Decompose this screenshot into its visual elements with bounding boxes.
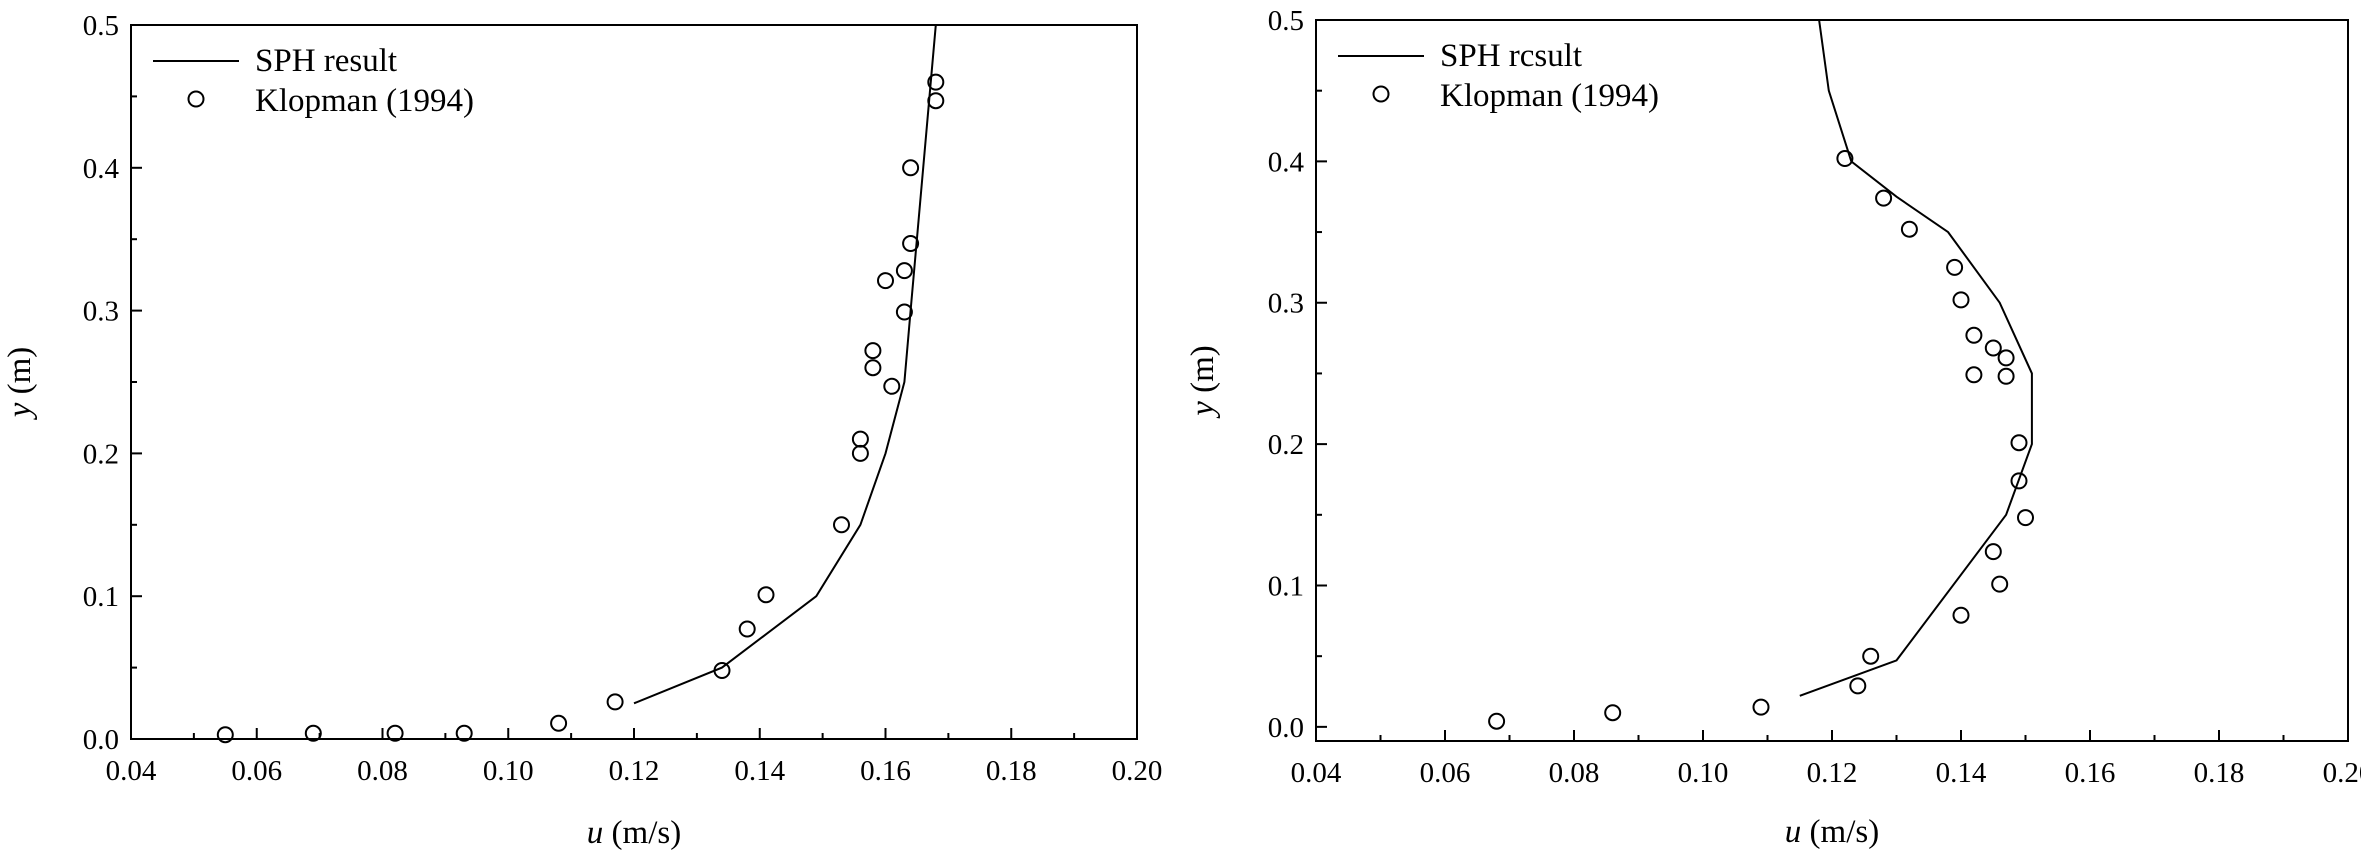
y-tick-label: 0.3 xyxy=(83,296,119,328)
data-point-klopman xyxy=(864,359,882,377)
data-point-klopman xyxy=(1849,677,1867,695)
data-point-klopman xyxy=(1997,367,2015,385)
chart-right: 0.04 0.06 0.08 0.10 0.12 0.14 0.16 0.18 0.20 0.0 0… xyxy=(1185,5,2361,850)
data-point-klopman xyxy=(1984,339,2002,357)
y-tick-label: 0.5 xyxy=(83,10,119,42)
series-line-sph xyxy=(1799,19,2033,697)
x-tick-label: 0.10 xyxy=(483,755,534,787)
x-axis-unit: (m/s) xyxy=(603,815,681,851)
x-tick-label: 0.12 xyxy=(1807,757,1858,789)
data-point-klopman xyxy=(864,342,882,360)
x-tick-label: 0.16 xyxy=(2065,757,2116,789)
data-point-klopman xyxy=(1946,258,1964,276)
data-point-klopman xyxy=(1900,220,1918,238)
x-axis-title: u (m/s) xyxy=(587,815,681,851)
data-point-klopman xyxy=(2010,472,2028,490)
x-tick-label: 0.16 xyxy=(860,755,911,787)
legend-label: Klopman (1994) xyxy=(255,83,474,119)
data-point-klopman xyxy=(1836,150,1854,167)
data-point-klopman xyxy=(1752,698,1770,716)
x-tick-label: 0.12 xyxy=(609,755,660,787)
data-point-klopman xyxy=(833,516,850,534)
data-point-klopman xyxy=(1997,349,2015,367)
data-point-klopman xyxy=(895,303,913,321)
legend-label: Klopman (1994) xyxy=(1440,78,1659,114)
legend-circle-swatch xyxy=(1372,85,1390,103)
x-tick-label: 0.08 xyxy=(1549,757,1600,789)
data-point-klopman xyxy=(757,586,775,604)
x-tick-label: 0.06 xyxy=(231,755,282,787)
legend-label: SPH rcsult xyxy=(1440,38,1582,74)
y-tick-label: 0.0 xyxy=(1268,712,1304,744)
plot-frame xyxy=(130,24,1138,740)
data-point-klopman xyxy=(386,724,404,742)
data-point-klopman xyxy=(304,724,322,742)
x-tick-label: 0.14 xyxy=(1936,757,1987,789)
data-point-klopman xyxy=(455,724,473,742)
data-point-klopman xyxy=(1965,326,1983,344)
y-tick-label: 0.4 xyxy=(1268,146,1305,178)
x-tick-label: 0.18 xyxy=(2194,757,2245,789)
data-point-klopman xyxy=(1604,704,1622,722)
y-tick-label: 0.2 xyxy=(1268,429,1304,461)
x-tick-label: 0.10 xyxy=(1678,757,1729,789)
x-axis-var: u xyxy=(1785,814,1802,850)
x-tick-label: 0.08 xyxy=(357,755,408,787)
data-point-klopman xyxy=(1984,543,2002,561)
x-tick-label: 0.06 xyxy=(1420,757,1471,789)
x-tick-label: 0.18 xyxy=(986,755,1037,787)
chart-left: 0.04 0.06 0.08 0.10 0.12 0.14 0.16 0.18 0.20 0.0 0… xyxy=(2,10,1162,851)
y-tick-label: 0.1 xyxy=(1268,570,1304,602)
data-point-klopman xyxy=(895,262,913,280)
y-axis-unit: (m) xyxy=(2,347,38,403)
data-point-klopman xyxy=(738,620,756,638)
x-tick-label: 0.04 xyxy=(106,755,157,787)
data-point-klopman xyxy=(877,272,894,290)
data-point-klopman xyxy=(550,714,568,732)
data-point-klopman xyxy=(1991,575,2009,593)
x-axis-unit: (m/s) xyxy=(1801,814,1879,850)
y-axis-var: y xyxy=(1185,401,1221,419)
x-tick-label: 0.14 xyxy=(734,755,785,787)
y-tick-label: 0.3 xyxy=(1268,288,1304,320)
data-point-klopman xyxy=(883,377,901,395)
data-point-klopman xyxy=(1965,366,1983,384)
data-point-klopman xyxy=(606,693,624,711)
data-point-klopman xyxy=(216,726,234,744)
x-axis-title: u (m/s) xyxy=(1785,814,1879,850)
data-point-klopman xyxy=(1952,606,1970,624)
y-tick-label: 0.1 xyxy=(83,581,119,613)
y-tick-label: 0.5 xyxy=(1268,5,1304,37)
data-point-klopman xyxy=(1862,647,1880,665)
data-point-klopman xyxy=(851,430,869,448)
y-tick-label: 0.0 xyxy=(83,724,119,756)
data-point-klopman xyxy=(1875,189,1893,207)
data-point-klopman xyxy=(2017,509,2034,527)
plot-frame xyxy=(1315,19,2349,742)
data-point-klopman xyxy=(1488,712,1506,730)
data-point-klopman xyxy=(902,235,920,252)
y-axis-unit: (m) xyxy=(1185,345,1221,401)
y-axis-title: y (m) xyxy=(2,347,38,421)
data-point-klopman xyxy=(851,444,869,462)
legend-label: SPH result xyxy=(255,43,397,79)
data-point-klopman xyxy=(927,73,945,91)
data-point-klopman xyxy=(902,159,920,177)
y-axis-title: y (m) xyxy=(1185,345,1221,419)
y-axis-var: y xyxy=(2,402,38,420)
y-tick-label: 0.2 xyxy=(83,438,119,470)
legend-circle-swatch xyxy=(187,90,205,108)
x-axis-var: u xyxy=(587,815,604,851)
y-tick-label: 0.4 xyxy=(83,153,120,185)
data-point-klopman xyxy=(927,92,945,110)
data-point-klopman xyxy=(713,662,731,679)
data-point-klopman xyxy=(1952,291,1970,309)
series-line-sph xyxy=(633,24,937,705)
data-point-klopman xyxy=(2010,434,2028,452)
x-tick-label: 0.20 xyxy=(1112,755,1163,787)
x-tick-label: 0.04 xyxy=(1291,757,1342,789)
x-tick-label: 0.20 xyxy=(2323,757,2361,789)
